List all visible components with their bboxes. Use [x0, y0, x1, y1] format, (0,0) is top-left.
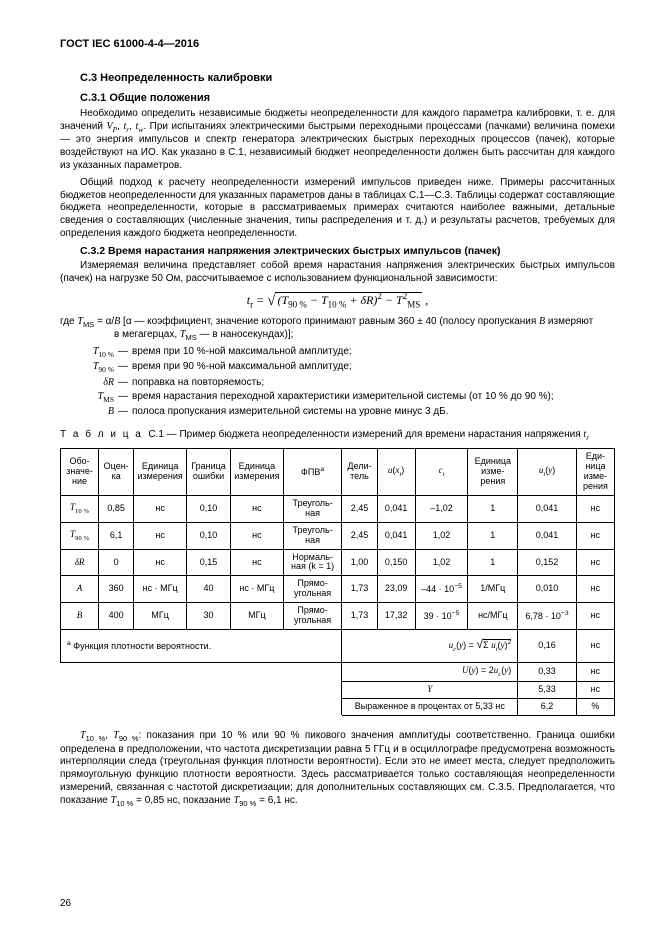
definitions: где TMS = α/B [α — коэффициент, значение… — [60, 316, 615, 420]
cell-sym: T10 % — [61, 496, 99, 523]
table-row: A 360 нс · МГц 40 нс · МГц Прямо-угольна… — [61, 576, 615, 603]
table-header-row: Обо-значе-ние Оцен-ка Единица измерения … — [61, 449, 615, 496]
sum-row: U(y) = 2uc(y) 0,33 нс — [61, 662, 615, 681]
def-b: B— полоса пропускания измерительной сист… — [60, 405, 615, 419]
th-0: Обо-значе-ние — [61, 449, 99, 496]
th-2: Единица измерения — [134, 449, 187, 496]
th-3: Граница ошибки — [187, 449, 231, 496]
th-8: ci — [415, 449, 468, 496]
paragraph-3: Измеряемая величина представляет собой в… — [60, 260, 615, 286]
paragraph-4: T10 %, T90 %: показания при 10 % или 90 … — [60, 730, 615, 808]
cell-sym: B — [61, 603, 99, 630]
sum-label-2: Y — [342, 682, 518, 699]
footnote-row: a Функция плотности вероятности. uc(y) =… — [61, 629, 615, 662]
p3-text: Измеряемая величина представляет собой в… — [60, 260, 615, 284]
sum-label-1: U(y) = 2uc(y) — [342, 662, 518, 681]
standard-code: ГОСТ IEC 61000-4-4—2016 — [60, 38, 615, 50]
table-row: δR 0 нс 0,15 нс Нормаль-ная (k = 1) 1,00… — [61, 549, 615, 576]
heading-c32: C.3.2 Время нарастания напряжения электр… — [80, 245, 615, 257]
th-5: ФПВa — [283, 449, 342, 496]
th-4: Единица измерения — [231, 449, 284, 496]
paragraph-2: Общий подход к расчету неопределенности … — [60, 177, 615, 241]
table-caption-text: Пример бюджета неопределенности измерени… — [179, 429, 589, 440]
def-dr: δR— поправка на повторяемость; — [60, 376, 615, 390]
page-number: 26 — [60, 898, 71, 909]
paragraph-1: Необходимо определить независимые бюджет… — [60, 108, 615, 173]
p1-text: Необходимо определить независимые бюджет… — [60, 108, 615, 171]
cell-sym: δR — [61, 549, 99, 576]
uncertainty-table: Обо-значе-ние Оцен-ка Единица измерения … — [60, 448, 615, 715]
def-t10: T10 %— время при 10 %-ной максимальной а… — [60, 345, 615, 361]
th-7: u(xi) — [377, 449, 415, 496]
table-caption: Т а б л и ц а С.1 — Пример бюджета неопр… — [60, 429, 615, 442]
th-11: Еди-ница изме-рения — [576, 449, 614, 496]
th-1: Оцен-ка — [99, 449, 134, 496]
def-t90: T90 %— время при 90 %-ной максимальной а… — [60, 360, 615, 376]
th-10: ui(y) — [518, 449, 577, 496]
th-9: Единица изме-рения — [468, 449, 518, 496]
footnote-a: a Функция плотности вероятности. — [61, 629, 342, 662]
table-row: B 400 МГц 30 МГц Прямо-угольная 1,73 17,… — [61, 603, 615, 630]
cell-sym: A — [61, 576, 99, 603]
p2-text: Общий подход к расчету неопределенности … — [60, 177, 615, 239]
heading-c3: C.3 Неопределенность калибровки — [80, 72, 615, 84]
sum-label-0: uc(y) = √Σ ui(y)2 — [342, 629, 518, 662]
def-lead: где TMS = α/B [α — коэффициент, значение… — [60, 316, 615, 343]
heading-c31: C.3.1 Общие положения — [80, 92, 615, 104]
page: ГОСТ IEC 61000-4-4—2016 C.3 Неопределенн… — [0, 0, 661, 935]
table-row: T10 % 0,85 нс 0,10 нс Треуголь-ная 2,45 … — [61, 496, 615, 523]
sum-label-3: Выраженное в процентах от 5,33 нс — [342, 699, 518, 716]
formula-tr: tr = √(T90 % − T10 % + δR)2 − T2MS , — [60, 291, 615, 309]
cell-sym: T90 % — [61, 522, 99, 549]
def-tms: TMS— время нарастания переходной характе… — [60, 390, 615, 406]
th-6: Дели-тель — [342, 449, 377, 496]
table-row: T90 % 6,1 нс 0,10 нс Треуголь-ная 2,45 0… — [61, 522, 615, 549]
